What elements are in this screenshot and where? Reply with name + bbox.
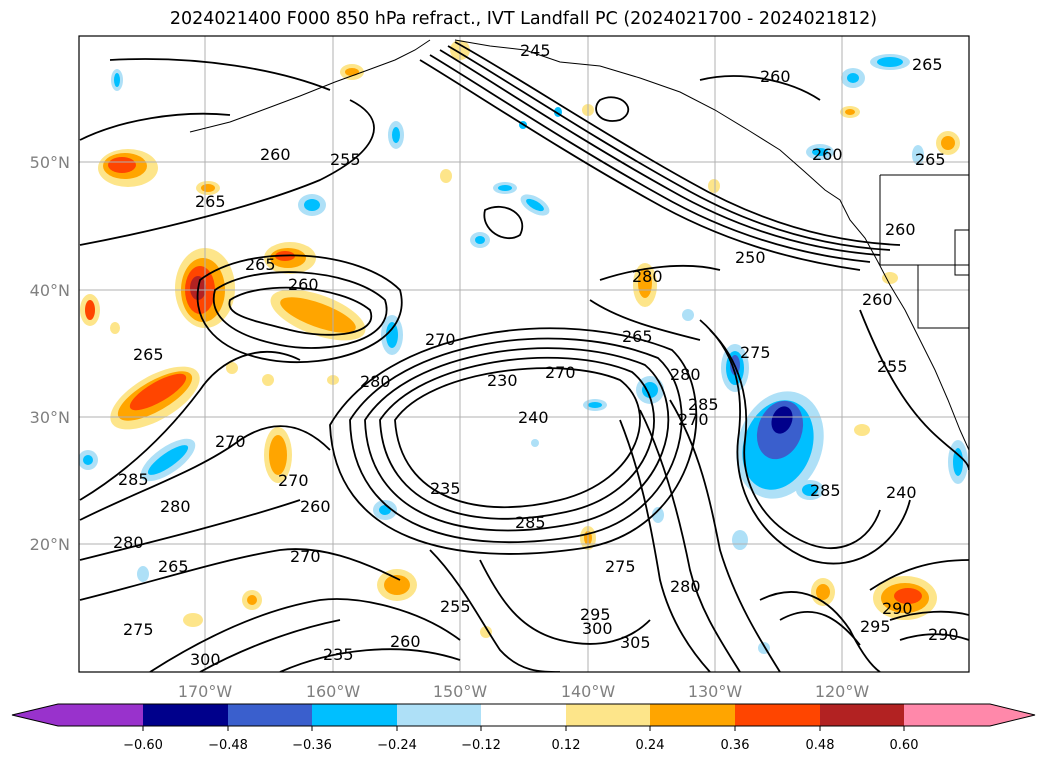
contour-label: 300 (582, 619, 613, 638)
contour-label-group: 245 260 265 255 260 265 260 265 280 250 … (113, 41, 959, 669)
contour-label: 260 (862, 290, 893, 309)
colorbar-swatch (58, 704, 143, 726)
lon-label: 120°W (815, 682, 870, 701)
colorbar-swatch (228, 704, 312, 726)
contour-label: 270 (678, 410, 709, 429)
contour-label: 255 (877, 357, 908, 376)
contour-label: 265 (622, 327, 653, 346)
colorbar-tick-label: 0.36 (721, 738, 750, 753)
colorbar-outline (11, 703, 1036, 727)
colorbar-swatch (566, 704, 650, 726)
colorbar-tick-label: −0.48 (208, 738, 248, 753)
contour-label: 260 (812, 145, 843, 164)
colorbar-swatch (397, 704, 481, 726)
colorbar-left-extend (12, 704, 58, 726)
map-background (79, 36, 969, 672)
contour-label: 280 (632, 267, 663, 286)
contour-label: 265 (245, 255, 276, 274)
colorbar-tick-label: −0.24 (377, 738, 417, 753)
colorbar-swatch (650, 704, 735, 726)
contour-label: 290 (882, 599, 913, 618)
contour-label: 235 (323, 645, 354, 664)
contour-label: 240 (518, 408, 549, 427)
contour-label: 265 (158, 557, 189, 576)
contour-label: 270 (290, 547, 321, 566)
contour-label: 280 (160, 497, 191, 516)
colorbar-swatch (481, 704, 566, 726)
colorbar-right-extend (990, 704, 1035, 726)
contour-label: 275 (605, 557, 636, 576)
contour-label: 250 (735, 248, 766, 267)
lat-label: 50°N (30, 153, 70, 172)
contour-label: 280 (360, 372, 391, 391)
colorbar: −0.60 −0.48 −0.36 −0.24 −0.12 0.12 0.24 … (11, 703, 1036, 753)
colorbar-tick-label: −0.12 (461, 738, 501, 753)
lon-label: 160°W (306, 682, 361, 701)
contour-label: 300 (190, 650, 221, 669)
contour-label: 265 (133, 345, 164, 364)
lat-label: 30°N (30, 408, 70, 427)
contour-label: 255 (440, 597, 471, 616)
contour-label: 240 (886, 483, 917, 502)
colorbar-swatch (312, 704, 397, 726)
contour-label: 270 (278, 471, 309, 490)
contour-label: 270 (545, 363, 576, 382)
colorbar-swatch (904, 704, 990, 726)
colorbar-tick-label: 0.60 (890, 738, 919, 753)
contour-label: 260 (390, 632, 421, 651)
contour-label: 280 (670, 577, 701, 596)
contour-label: 270 (425, 330, 456, 349)
contour-label: 260 (300, 497, 331, 516)
contour-label: 285 (688, 395, 719, 414)
contour-label: 230 (487, 371, 518, 390)
latitude-labels: 50°N 40°N 30°N 20°N (30, 153, 70, 554)
contour-lines (79, 41, 969, 672)
colorbar-tick-label: −0.36 (292, 738, 332, 753)
contour-label: 295 (580, 605, 611, 624)
contour-label: 245 (520, 41, 551, 60)
contour-label: 280 (670, 365, 701, 384)
positive-shading (80, 40, 960, 638)
lon-label: 130°W (688, 682, 743, 701)
lon-label: 140°W (561, 682, 616, 701)
contour-label: 265 (195, 192, 226, 211)
lat-label: 20°N (30, 535, 70, 554)
contour-label: 260 (885, 220, 916, 239)
contour-label: 275 (123, 620, 154, 639)
contour-label: 285 (810, 481, 841, 500)
colorbar-tick-label: −0.60 (123, 738, 163, 753)
contour-label: 235 (430, 479, 461, 498)
colorbar-swatch (820, 704, 904, 726)
colorbar-tick-label: 0.48 (806, 738, 835, 753)
contour-label: 280 (113, 533, 144, 552)
contour-label: 265 (912, 55, 943, 74)
contour-label: 275 (740, 343, 771, 362)
colorbar-swatch (143, 704, 228, 726)
map-title: 2024021400 F000 850 hPa refract., IVT La… (169, 9, 878, 29)
lon-label: 170°W (178, 682, 233, 701)
contour-label: 260 (260, 145, 291, 164)
contour-label: 265 (915, 150, 946, 169)
longitude-labels: 170°W 160°W 150°W 140°W 130°W 120°W (178, 682, 870, 701)
lon-label: 150°W (433, 682, 488, 701)
contour-label: 270 (215, 432, 246, 451)
colorbar-tick-label: 0.24 (636, 738, 665, 753)
contour-label: 285 (515, 513, 546, 532)
contour-label: 305 (620, 633, 651, 652)
map-frame (78, 35, 970, 673)
colorbar-swatch (735, 704, 820, 726)
contour-label: 260 (760, 67, 791, 86)
contour-label: 290 (928, 625, 959, 644)
contour-label: 285 (118, 470, 149, 489)
contour-label: 260 (288, 275, 319, 294)
lat-label: 40°N (30, 281, 70, 300)
contour-label: 255 (330, 150, 361, 169)
colorbar-tick-label: 0.12 (552, 738, 581, 753)
contour-label: 295 (860, 617, 891, 636)
